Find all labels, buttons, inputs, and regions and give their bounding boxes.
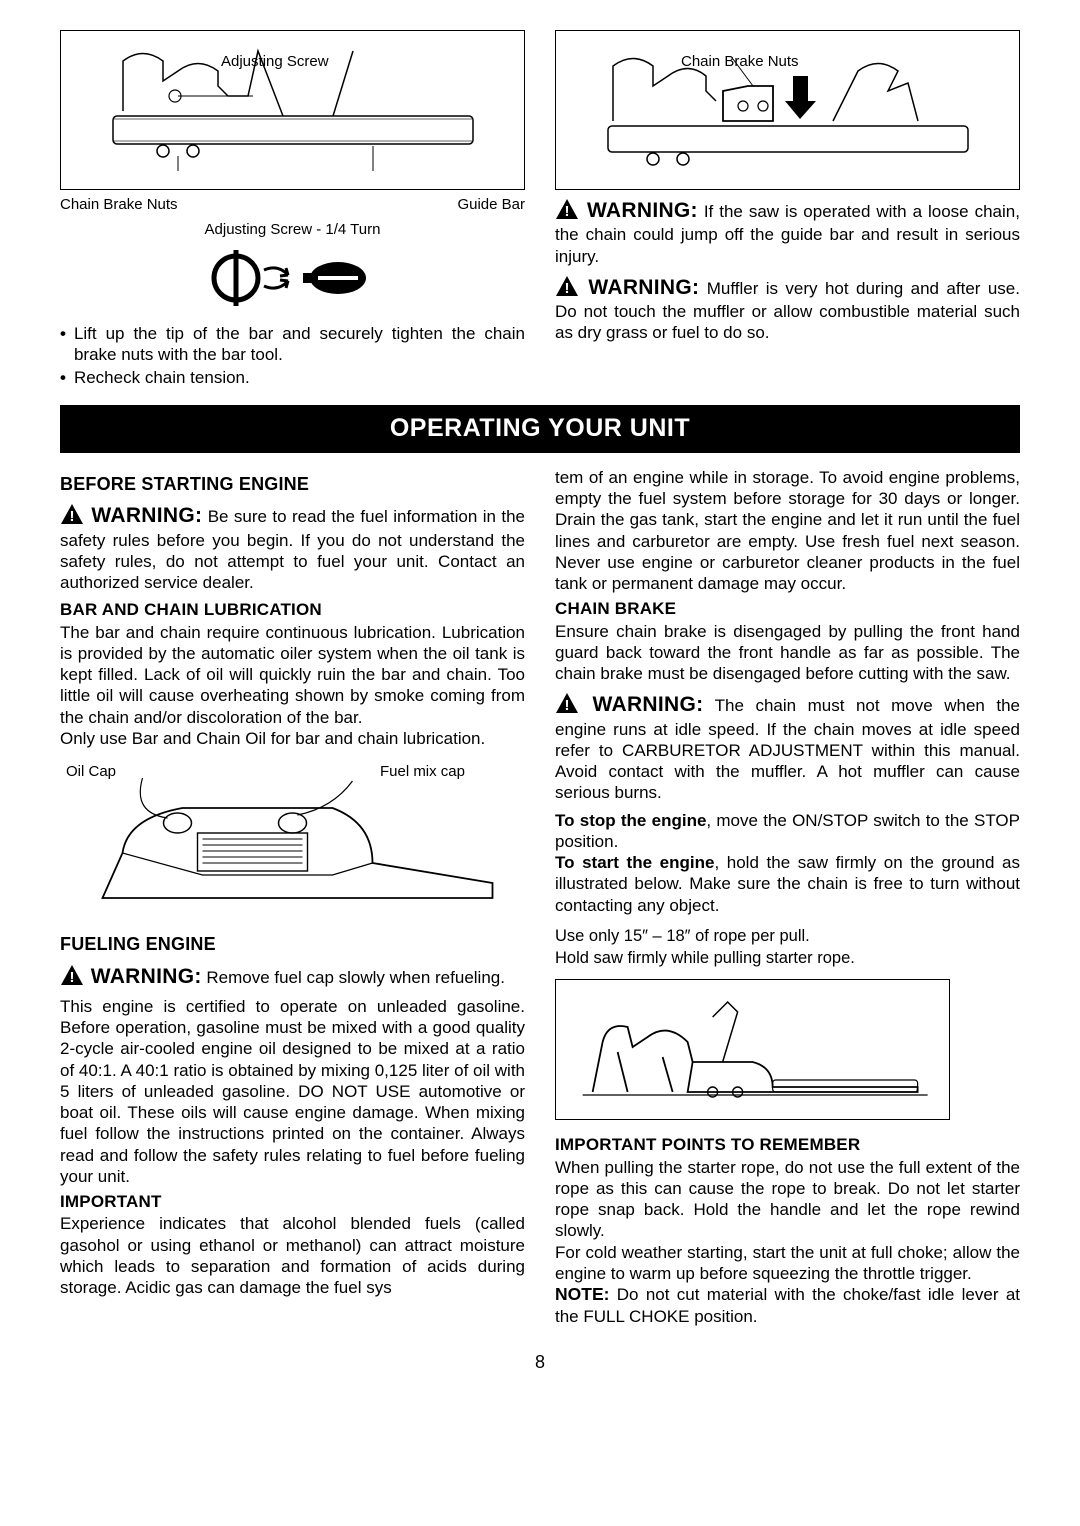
guide-bar-label: Guide Bar bbox=[457, 196, 525, 215]
bullet-2-text: Recheck chain tension. bbox=[74, 367, 250, 388]
heading-bar-chain-lube: BAR AND CHAIN LUBRICATION bbox=[60, 599, 525, 620]
note-label: NOTE: bbox=[555, 1284, 609, 1304]
warning-word: WARNING: bbox=[588, 276, 699, 299]
para-important-cont: tem of an engine while in storage. To av… bbox=[555, 467, 1020, 595]
para-note: NOTE: Do not cut material with the choke… bbox=[555, 1284, 1020, 1327]
diagram-bottom-labels: Chain Brake Nuts Guide Bar bbox=[60, 196, 525, 215]
para-lube-b: Only use Bar and Chain Oil for bar and c… bbox=[60, 728, 525, 749]
warning-fuel-cap: ! WARNING: Remove fuel cap slowly when r… bbox=[60, 964, 525, 990]
turn-label: Adjusting Screw - 1/4 Turn bbox=[60, 221, 525, 240]
note-text: Do not cut material with the choke/fast … bbox=[555, 1285, 1020, 1326]
warning-chain-idle: ! WARNING: The chain must not move when … bbox=[555, 692, 1020, 803]
fuel-mix-cap-label: Fuel mix cap bbox=[380, 763, 465, 782]
warning-triangle-icon: ! bbox=[555, 692, 579, 714]
warning-triangle-icon: ! bbox=[60, 964, 84, 986]
para-important: Experience indicates that alcohol blende… bbox=[60, 1213, 525, 1298]
oil-cap-diagram: Oil Cap Fuel mix cap bbox=[60, 763, 525, 913]
warning-word: WARNING: bbox=[587, 199, 698, 222]
warning-word: WARNING: bbox=[91, 504, 202, 527]
bullet-dot-icon: • bbox=[60, 323, 66, 344]
bullet-1: • Lift up the tip of the bar and securel… bbox=[60, 323, 525, 366]
starting-position-diagram bbox=[555, 979, 950, 1120]
heading-important: IMPORTANT bbox=[60, 1191, 525, 1212]
top-left-panel: Adjusting Screw Chain Brake Nuts Guide B… bbox=[60, 30, 525, 391]
rope-caption-1: Use only 15″ – 18″ of rope per pull. bbox=[555, 926, 1020, 947]
warning-fuel-info: ! WARNING: Be sure to read the fuel info… bbox=[60, 503, 525, 593]
heading-chain-brake: CHAIN BRAKE bbox=[555, 598, 1020, 619]
rope-caption-2: Hold saw firmly while pulling starter ro… bbox=[555, 948, 1020, 969]
heading-important-points: IMPORTANT POINTS TO REMEMBER bbox=[555, 1134, 1020, 1155]
svg-text:!: ! bbox=[565, 697, 570, 714]
para-lube-a: The bar and chain require continuous lub… bbox=[60, 622, 525, 728]
chain-brake-nuts-diagram: Chain Brake Nuts bbox=[555, 30, 1020, 190]
stop-engine-label: To stop the engine bbox=[555, 811, 706, 830]
starting-chainsaw-icon bbox=[568, 992, 937, 1102]
warning-triangle-icon: ! bbox=[555, 198, 579, 220]
top-right-panel: Chain Brake Nuts ! WARNING: If the saw i… bbox=[555, 30, 1020, 391]
heading-before-starting: BEFORE STARTING ENGINE bbox=[60, 473, 525, 496]
svg-text:!: ! bbox=[70, 969, 75, 986]
start-engine-label: To start the engine bbox=[555, 853, 714, 872]
bullet-1-text: Lift up the tip of the bar and securely … bbox=[74, 323, 525, 366]
warning-fuel-cap-text: Remove fuel cap slowly when refueling. bbox=[206, 968, 505, 987]
para-points-b: For cold weather starting, start the uni… bbox=[555, 1242, 1020, 1285]
bullet-2: • Recheck chain tension. bbox=[60, 367, 525, 388]
chain-brake-nuts-label-2: Chain Brake Nuts bbox=[681, 53, 799, 72]
warning-triangle-icon: ! bbox=[555, 275, 579, 297]
para-stop-engine: To stop the engine, move the ON/STOP swi… bbox=[555, 810, 1020, 853]
section-band-operating: OPERATING YOUR UNIT bbox=[60, 405, 1020, 453]
warning-loose-chain: ! WARNING: If the saw is operated with a… bbox=[555, 198, 1020, 267]
adjusting-screw-label: Adjusting Screw bbox=[221, 53, 329, 72]
heading-fueling-engine: FUELING ENGINE bbox=[60, 933, 525, 956]
warning-word: WARNING: bbox=[593, 693, 704, 716]
warning-muffler: ! WARNING: Muffler is very hot during an… bbox=[555, 275, 1020, 344]
para-fueling: This engine is certified to operate on u… bbox=[60, 996, 525, 1187]
svg-text:!: ! bbox=[70, 508, 75, 525]
para-start-engine: To start the engine, hold the saw firmly… bbox=[555, 852, 1020, 916]
svg-text:!: ! bbox=[565, 203, 570, 220]
svg-text:!: ! bbox=[565, 280, 570, 297]
quarter-turn-icon bbox=[60, 250, 525, 311]
chain-brake-nuts-label: Chain Brake Nuts bbox=[60, 196, 178, 215]
left-column: BEFORE STARTING ENGINE ! WARNING: Be sur… bbox=[60, 467, 525, 1327]
right-column: tem of an engine while in storage. To av… bbox=[555, 467, 1020, 1327]
bullet-dot-icon: • bbox=[60, 367, 66, 388]
para-chain-brake: Ensure chain brake is disengaged by pull… bbox=[555, 621, 1020, 685]
adjusting-screw-diagram: Adjusting Screw bbox=[60, 30, 525, 190]
warning-word: WARNING: bbox=[91, 965, 202, 988]
oil-cap-label: Oil Cap bbox=[66, 763, 116, 782]
chainsaw-top-icon bbox=[60, 763, 525, 913]
warning-triangle-icon: ! bbox=[60, 503, 84, 525]
para-points-a: When pulling the starter rope, do not us… bbox=[555, 1157, 1020, 1242]
page-number: 8 bbox=[60, 1351, 1020, 1374]
main-two-column: BEFORE STARTING ENGINE ! WARNING: Be sur… bbox=[60, 467, 1020, 1327]
top-diagram-row: Adjusting Screw Chain Brake Nuts Guide B… bbox=[60, 30, 1020, 391]
